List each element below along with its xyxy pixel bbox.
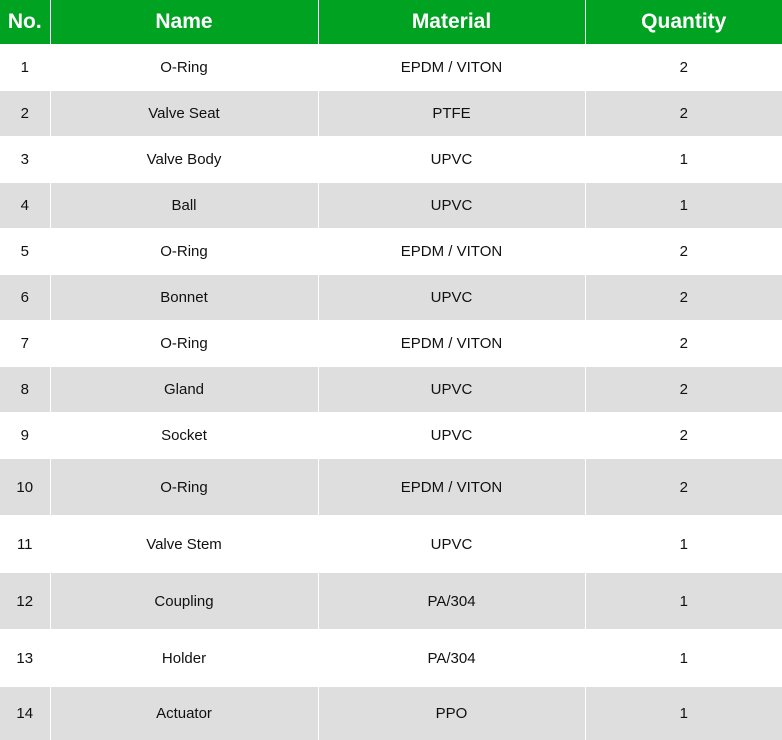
cell-material: UPVC: [317, 183, 585, 228]
header-name: Name: [49, 0, 318, 44]
cell-material: EPDM / VITON: [317, 459, 585, 515]
cell-quantity: 1: [584, 573, 782, 629]
cell-no: 6: [0, 275, 50, 320]
cell-no: 8: [0, 367, 50, 412]
header-material: Material: [317, 0, 585, 44]
cell-no: 4: [0, 183, 50, 228]
header-no: No.: [0, 0, 50, 44]
cell-quantity: 2: [584, 91, 782, 136]
cell-name: Coupling: [49, 573, 318, 629]
cell-quantity: 2: [584, 275, 782, 320]
cell-material: EPDM / VITON: [317, 44, 585, 91]
cell-quantity: 1: [584, 136, 782, 183]
cell-material: EPDM / VITON: [317, 228, 585, 275]
table-row: 5 O-Ring EPDM / VITON 2: [0, 228, 782, 275]
cell-name: O-Ring: [49, 459, 318, 515]
cell-quantity: 2: [584, 367, 782, 412]
cell-no: 12: [0, 573, 50, 629]
cell-material: UPVC: [317, 412, 585, 459]
cell-material: UPVC: [317, 367, 585, 412]
cell-quantity: 2: [584, 320, 782, 367]
table-row: 2 Valve Seat PTFE 2: [0, 91, 782, 136]
cell-name: Gland: [49, 367, 318, 412]
table-row: 1 O-Ring EPDM / VITON 2: [0, 44, 782, 91]
table-row: 9 Socket UPVC 2: [0, 412, 782, 459]
table-row: 13 Holder PA/304 1: [0, 629, 782, 687]
cell-name: Holder: [49, 629, 318, 687]
cell-quantity: 2: [584, 228, 782, 275]
cell-no: 3: [0, 136, 50, 183]
cell-no: 9: [0, 412, 50, 459]
cell-material: EPDM / VITON: [317, 320, 585, 367]
cell-quantity: 2: [584, 412, 782, 459]
table-row: 11 Valve Stem UPVC 1: [0, 515, 782, 573]
cell-name: Actuator: [49, 687, 318, 740]
cell-name: Valve Seat: [49, 91, 318, 136]
cell-quantity: 1: [584, 183, 782, 228]
cell-quantity: 1: [584, 687, 782, 740]
cell-material: PA/304: [317, 629, 585, 687]
cell-quantity: 2: [584, 44, 782, 91]
table-row: 4 Ball UPVC 1: [0, 183, 782, 228]
cell-quantity: 2: [584, 459, 782, 515]
table-row: 8 Gland UPVC 2: [0, 367, 782, 412]
cell-material: PPO: [317, 687, 585, 740]
cell-no: 11: [0, 515, 50, 573]
cell-name: Valve Stem: [49, 515, 318, 573]
table-row: 6 Bonnet UPVC 2: [0, 275, 782, 320]
cell-no: 7: [0, 320, 50, 367]
table-row: 12 Coupling PA/304 1: [0, 573, 782, 629]
cell-no: 1: [0, 44, 50, 91]
cell-material: PTFE: [317, 91, 585, 136]
cell-material: UPVC: [317, 275, 585, 320]
table-row: 3 Valve Body UPVC 1: [0, 136, 782, 183]
cell-no: 13: [0, 629, 50, 687]
cell-name: O-Ring: [49, 320, 318, 367]
header-row: No. Name Material Quantity: [0, 0, 782, 44]
cell-no: 2: [0, 91, 50, 136]
cell-material: UPVC: [317, 515, 585, 573]
table-row: 14 Actuator PPO 1: [0, 687, 782, 740]
cell-material: UPVC: [317, 136, 585, 183]
cell-name: Bonnet: [49, 275, 318, 320]
cell-material: PA/304: [317, 573, 585, 629]
cell-name: O-Ring: [49, 228, 318, 275]
table-row: 10 O-Ring EPDM / VITON 2: [0, 459, 782, 515]
cell-quantity: 1: [584, 515, 782, 573]
cell-no: 14: [0, 687, 50, 740]
table-row: 7 O-Ring EPDM / VITON 2: [0, 320, 782, 367]
header-quantity: Quantity: [584, 0, 782, 44]
cell-name: O-Ring: [49, 44, 318, 91]
cell-name: Socket: [49, 412, 318, 459]
cell-name: Valve Body: [49, 136, 318, 183]
cell-no: 5: [0, 228, 50, 275]
cell-quantity: 1: [584, 629, 782, 687]
cell-name: Ball: [49, 183, 318, 228]
cell-no: 10: [0, 459, 50, 515]
